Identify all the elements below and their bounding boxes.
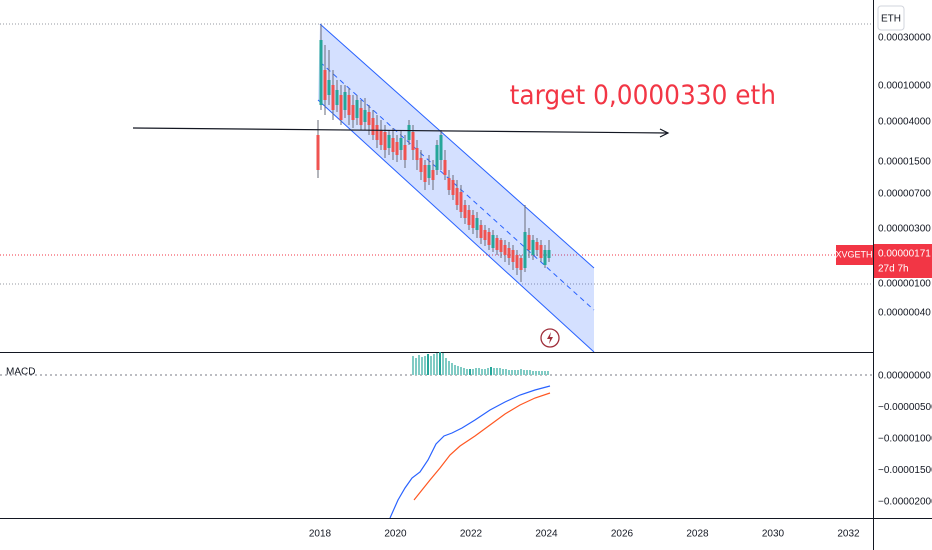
price-label: 0.00000300	[878, 224, 931, 235]
macd-histogram	[412, 352, 549, 375]
macd-axis-label: 0.00000000	[878, 371, 931, 382]
price-axis: 0.00030000 0.00010000 0.00004000 0.00001500…	[878, 33, 931, 319]
macd-axis-label: −0.00001000	[878, 434, 932, 445]
time-label: 2018	[309, 529, 332, 540]
price-label: 0.00001500	[878, 157, 931, 168]
currency-button[interactable]	[877, 5, 905, 31]
macd-line	[389, 385, 551, 519]
target-annotation: target 0,0000330 eth	[510, 80, 776, 111]
price-label: 0.00000700	[878, 189, 931, 200]
channel-upper	[319, 23, 595, 269]
macd-histogram-strong	[427, 352, 492, 375]
signal-line	[413, 392, 551, 501]
price-tag-countdown: 27d 7h	[878, 264, 909, 275]
time-label: 2028	[686, 529, 709, 540]
candles-down	[316, 70, 543, 270]
symbol-name: XVGETH	[835, 249, 872, 259]
price-tag	[874, 244, 932, 278]
time-label: 2026	[611, 529, 634, 540]
time-label: 2030	[762, 529, 785, 540]
macd-label: MACD	[6, 367, 35, 378]
event-bolt	[547, 332, 553, 344]
price-label: 0.00004000	[878, 117, 931, 128]
channel-lower	[317, 99, 595, 353]
price-tag-value: 0.00000171	[878, 249, 931, 260]
symbol-tag	[836, 245, 873, 265]
target-line	[132, 127, 669, 134]
macd-axis-label: −0.00000500	[878, 402, 932, 413]
time-label: 2022	[460, 529, 483, 540]
time-label: 2032	[837, 529, 860, 540]
macd-axis-label: −0.00002000	[878, 497, 932, 508]
price-label: 0.00000100	[878, 279, 931, 290]
macd-axis-label: −0.00001500	[878, 465, 932, 476]
price-label: 0.00000040	[878, 308, 931, 319]
macd-axis: 0.00000000 −0.00000500 −0.00001000 −0.00001…	[878, 371, 932, 508]
currency-button-label: ETH	[881, 14, 901, 25]
time-axis: 2018 2020 2022 2024 2026 2028 2030 2032	[309, 529, 860, 540]
target-arrow	[659, 128, 670, 138]
time-label: 2020	[384, 529, 407, 540]
time-label: 2024	[535, 529, 558, 540]
price-label: 0.00010000	[878, 81, 931, 92]
price-label: 0.00030000	[878, 33, 931, 44]
